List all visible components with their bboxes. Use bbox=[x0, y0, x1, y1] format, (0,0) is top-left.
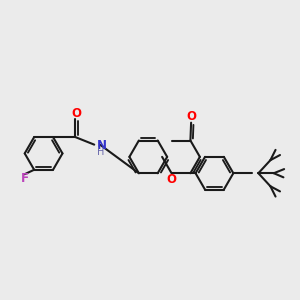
Text: N: N bbox=[97, 139, 107, 152]
Text: O: O bbox=[167, 173, 176, 186]
Text: H: H bbox=[97, 147, 104, 157]
Text: O: O bbox=[71, 107, 81, 120]
Text: F: F bbox=[20, 172, 28, 185]
Text: O: O bbox=[186, 110, 196, 123]
